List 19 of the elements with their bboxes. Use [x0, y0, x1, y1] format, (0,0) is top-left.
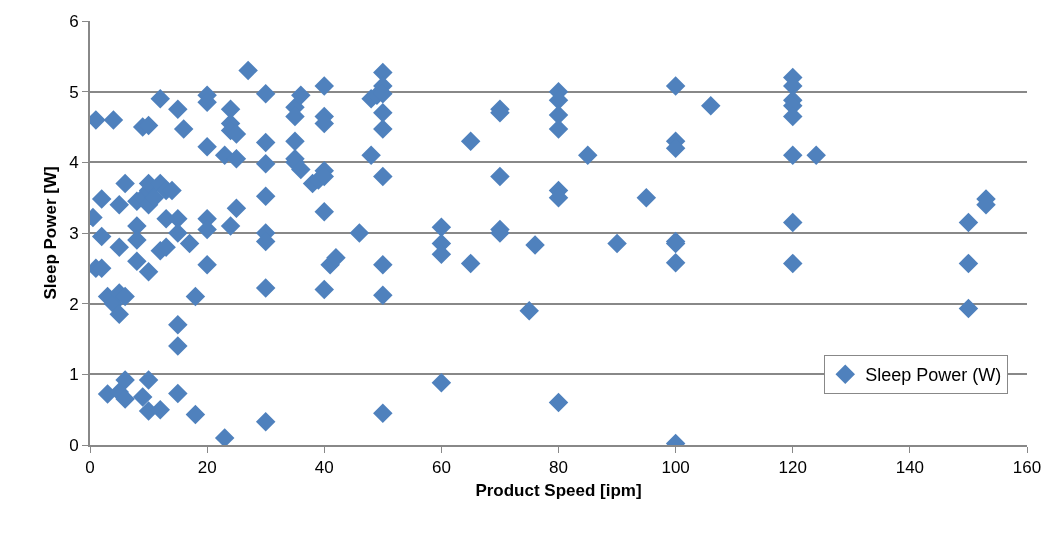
y-axis-title: Sleep Power [W] — [41, 166, 61, 300]
x-tick-label: 120 — [778, 458, 807, 478]
y-tick-label: 0 — [69, 435, 79, 455]
y-tick-label: 4 — [69, 153, 79, 173]
y-tick-label: 5 — [69, 82, 79, 102]
y-tick-label: 1 — [69, 365, 79, 385]
x-tick-label: 40 — [314, 458, 334, 478]
x-tick-label: 140 — [895, 458, 925, 478]
y-tick-label: 2 — [69, 294, 79, 314]
x-tick-label: 80 — [549, 458, 568, 478]
x-tick-label: 20 — [197, 458, 217, 478]
y-tick-label: 6 — [69, 11, 79, 31]
x-tick-label: 60 — [431, 458, 451, 478]
legend-label: Sleep Power (W) — [865, 365, 1002, 386]
x-tick-label: 160 — [1012, 458, 1042, 478]
x-axis-title: Product Speed [ipm] — [475, 481, 642, 501]
x-tick-label: 100 — [661, 458, 690, 478]
y-tick-label: 3 — [69, 223, 79, 243]
x-tick-label: 0 — [85, 458, 95, 478]
